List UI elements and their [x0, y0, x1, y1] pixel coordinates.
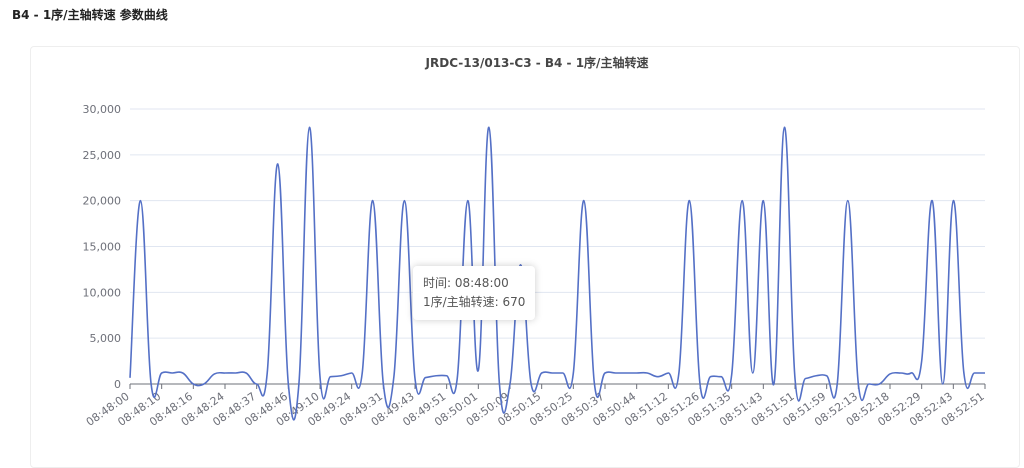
chart-title: JRDC-13/013-C3 - B4 - 1序/主轴转速 [425, 55, 649, 70]
y-tick-label: 10,000 [83, 286, 122, 299]
tooltip: 时间: 08:48:00 1序/主轴转速: 670 [413, 266, 536, 320]
y-tick-label: 15,000 [83, 241, 122, 254]
y-tick-label: 20,000 [83, 195, 122, 208]
series-line [129, 126, 985, 421]
y-tick-label: 25,000 [83, 149, 122, 162]
y-tick-label: 30,000 [83, 103, 122, 116]
tooltip-line: 时间: 08:48:00 [423, 276, 509, 290]
y-tick-label: 0 [114, 378, 121, 391]
page-title: B4 - 1序/主轴转速 参数曲线 [12, 8, 168, 22]
tooltip-line: 1序/主轴转速: 670 [423, 295, 526, 309]
y-tick-label: 5,000 [90, 332, 122, 345]
